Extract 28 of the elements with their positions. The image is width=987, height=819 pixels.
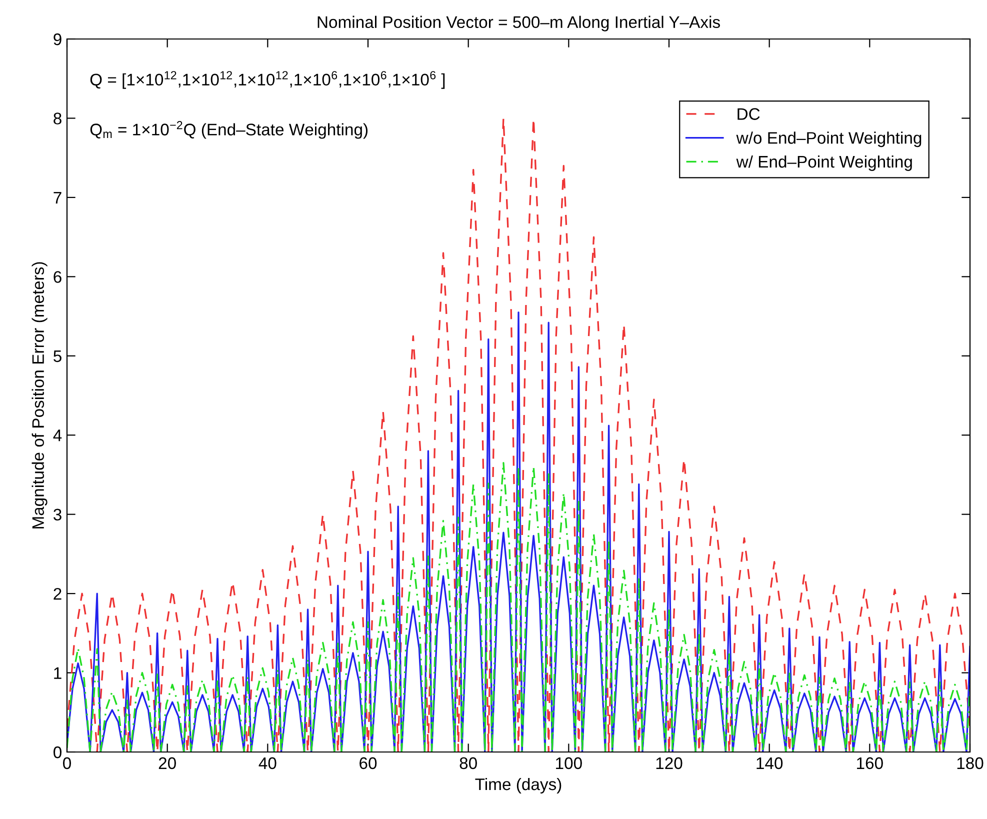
y-tick-label: 7 bbox=[54, 192, 62, 204]
x-tick-label: 160 bbox=[857, 757, 883, 770]
x-tick-label: 180 bbox=[957, 757, 984, 770]
x-tick-label: 20 bbox=[158, 757, 176, 770]
y-tick-label: 1 bbox=[54, 667, 62, 679]
text: Q = [1×10$^{12}$,1×10$^{12}$,1×10$^{12}$,1×10$^{6}$,1×10$^{6}$,1×10$^{6}$ ] bbox=[90, 71, 445, 89]
y-axis-title: Magnitude of Position Error (meters) bbox=[32, 262, 48, 528]
legend-label: w/o End–Point Weighting bbox=[736, 132, 922, 148]
legend-label: DC bbox=[738, 108, 760, 120]
y-tick-label: 3 bbox=[54, 508, 62, 521]
legend-label: w/ End–Point Weighting bbox=[736, 155, 912, 171]
x-axis-title: Time (days) bbox=[475, 778, 562, 794]
x-tick-label: 140 bbox=[756, 757, 783, 770]
y-tick-label: 4 bbox=[53, 430, 62, 442]
y-tick-label: 2 bbox=[54, 588, 62, 600]
annotation: Q$_{m}$ = 1×10$^{−2}$Q (End–State Weighting) bbox=[90, 120, 368, 139]
x-tick-label: 120 bbox=[656, 757, 682, 770]
chart-title: Nominal Position Vector = 500–m Along Inertial Y–Axis bbox=[318, 16, 720, 32]
y-tick-label: 6 bbox=[54, 271, 62, 283]
x-tick-label: 80 bbox=[460, 757, 477, 770]
y-tick-label: 8 bbox=[54, 112, 62, 124]
y-tick-label: 9 bbox=[54, 33, 62, 46]
x-tick-label: 0 bbox=[63, 757, 71, 770]
y-tick-label: 0 bbox=[54, 746, 62, 758]
x-tick-label: 40 bbox=[258, 757, 276, 770]
x-tick-label: 100 bbox=[556, 757, 582, 770]
y-tick-label: 5 bbox=[54, 350, 62, 362]
x-tick-label: 60 bbox=[360, 757, 377, 770]
